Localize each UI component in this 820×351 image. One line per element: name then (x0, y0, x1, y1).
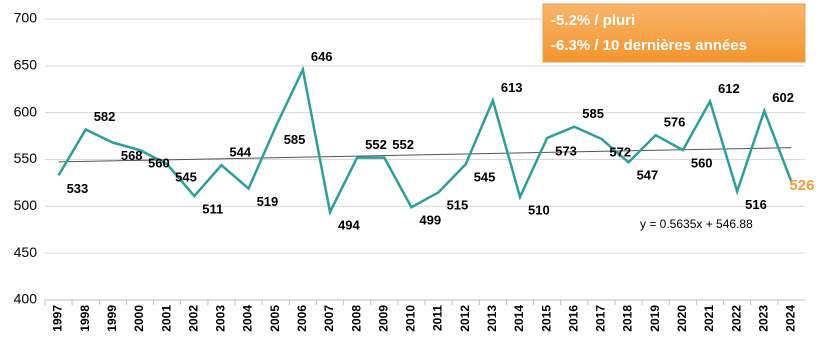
x-tick-label: 2010 (404, 305, 418, 332)
x-tick-label: 2018 (621, 305, 635, 332)
y-tick-label: 500 (14, 197, 38, 213)
value-label: 511 (202, 201, 223, 216)
y-tick-label: 550 (14, 150, 38, 166)
x-tick-label: 2009 (376, 305, 390, 332)
data-line (57, 65, 793, 216)
value-label: 568 (121, 148, 143, 163)
y-tick-label: 700 (14, 10, 38, 26)
y-tick-label: 400 (14, 291, 38, 307)
value-label: 576 (664, 115, 686, 130)
x-tick-label: 1998 (78, 305, 92, 332)
annotation-box (542, 3, 806, 63)
value-label: 572 (609, 144, 631, 159)
x-tick-label: 2000 (132, 305, 146, 332)
annotation: -6.3% / 10 dernières années (551, 37, 747, 54)
x-tick-label: 2004 (241, 305, 255, 332)
value-label: 499 (419, 213, 441, 228)
y-tick-label: 600 (14, 103, 38, 119)
trend-equation: y = 0.5635x + 546.88 (640, 217, 753, 231)
x-tick-label: 2024 (784, 305, 798, 332)
value-label: 602 (772, 90, 794, 105)
x-tick-label: 2019 (648, 305, 662, 332)
x-tick-label: 2006 (295, 305, 309, 332)
x-tick-label: 1997 (51, 305, 65, 332)
value-label: 545 (175, 170, 197, 185)
value-label: 585 (582, 106, 604, 121)
value-label: 582 (94, 109, 116, 124)
value-label: 552 (365, 137, 387, 152)
y-tick-label: 450 (14, 244, 38, 260)
x-tick-label: 2005 (268, 305, 282, 332)
value-label: 533 (67, 181, 89, 196)
x-tick-label: 2015 (539, 305, 553, 332)
value-label: 573 (555, 143, 577, 158)
x-tick-label: 2002 (186, 305, 200, 332)
value-label: 612 (718, 81, 740, 96)
x-tick-label: 2001 (159, 305, 173, 332)
x-tick-label: 2007 (322, 305, 336, 332)
value-label: 544 (229, 145, 251, 160)
value-label: 526 (789, 177, 814, 194)
value-label: 646 (311, 49, 333, 64)
annotation: -5.2% / pluri (551, 12, 635, 29)
y-tick-label: 650 (14, 57, 38, 73)
x-tick-label: 2013 (485, 305, 499, 332)
plot: 400 450 500 550 600 650 700 1997 1998 1999 2000 200… (14, 10, 815, 332)
x-tick-label: 2022 (729, 305, 743, 332)
x-tick-label: 2016 (566, 305, 580, 332)
x-tick-label: 1999 (105, 305, 119, 332)
value-label: 519 (257, 194, 279, 209)
value-label: 510 (528, 202, 550, 217)
x-tick-label: 2020 (675, 305, 689, 332)
value-label: 545 (474, 170, 496, 185)
x-tick-label: 2023 (756, 305, 770, 332)
x-tick-label: 2021 (702, 305, 716, 332)
value-label: 585 (284, 132, 306, 147)
value-label: 613 (501, 80, 523, 95)
value-label: 560 (691, 156, 713, 171)
x-tick-label: 2017 (594, 305, 608, 332)
value-label: 560 (148, 156, 170, 171)
value-label: 494 (338, 217, 360, 232)
x-tick-label: 2008 (349, 305, 363, 332)
x-tick-label: 2012 (458, 305, 472, 332)
value-label: 552 (392, 137, 414, 152)
x-tick-label: 2014 (512, 305, 526, 332)
value-label: 515 (447, 198, 469, 213)
trendline (58, 147, 792, 163)
value-label: 547 (637, 168, 659, 183)
x-tick-label: 2011 (431, 305, 445, 331)
x-tick-label: 2003 (214, 305, 228, 332)
value-label: 516 (745, 197, 767, 212)
